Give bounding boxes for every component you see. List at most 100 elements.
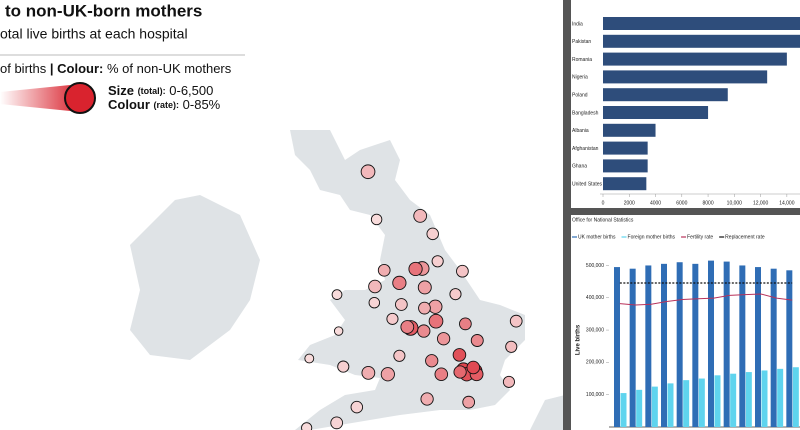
title: to non-UK-born mothers: [5, 1, 202, 20]
bar: [692, 263, 699, 427]
key-colour-text: % of non-UK mothers: [107, 61, 232, 76]
bar: [603, 52, 787, 66]
y-tick-label: Ghana: [572, 164, 587, 170]
hospital-bubble: [395, 298, 408, 311]
y-tick-label: Afghanistan: [572, 146, 599, 152]
source: Office for National Statistics: [572, 217, 634, 223]
bar: [745, 372, 752, 427]
y-axis-label: Live births: [576, 324, 582, 355]
hospital-bubble: [436, 332, 451, 346]
france: [530, 395, 565, 430]
key-separator: |: [50, 61, 54, 76]
hospital-bubble: [361, 366, 376, 380]
y-tick-label: Nigeria: [572, 75, 588, 81]
x-tick-label: 8000: [703, 200, 714, 206]
legend-circle: [64, 82, 96, 114]
bar: [698, 378, 705, 427]
hospital-bubble: [392, 275, 407, 291]
hospital-bubble: [333, 326, 344, 336]
hospital-bubble: [449, 288, 462, 301]
bar: [792, 367, 799, 427]
size-label: Size: [108, 83, 134, 98]
hospital-bubble: [431, 255, 444, 268]
hospital-bubble: [418, 301, 431, 315]
bar: [603, 34, 800, 48]
hospital-bubble: [452, 348, 467, 362]
bar: [708, 260, 714, 427]
hospital-bubble: [417, 280, 432, 295]
line: [619, 293, 793, 306]
bar: [603, 141, 648, 155]
bar: [714, 375, 721, 427]
bar: [603, 106, 709, 119]
subtitle: otal live births at each hospital: [0, 26, 188, 42]
hospital-bubble: [386, 312, 399, 325]
legend-cone: [0, 84, 80, 112]
y-tick-label: 500,000: [586, 263, 604, 269]
bar: [723, 261, 730, 427]
bar: [770, 268, 777, 427]
separator: [571, 208, 800, 215]
key-colour: Colour:: [57, 61, 103, 76]
charts: Office for National Statistics Live birt…: [572, 17, 800, 428]
bar: [603, 88, 728, 102]
hospital-bubble: [420, 392, 434, 406]
hospital-bubble: [368, 279, 382, 294]
hospital-bubble: [453, 365, 467, 379]
hospital-bubble: [370, 213, 383, 226]
bar: [786, 270, 793, 427]
bar: [603, 177, 647, 191]
key-size: of births: [0, 61, 47, 76]
bar: [755, 267, 761, 427]
bar: [651, 386, 658, 427]
hospital-bubble: [400, 320, 415, 334]
hospital-bubble: [417, 324, 431, 338]
bar: [730, 373, 737, 427]
y-tick-label: India: [572, 21, 583, 27]
colour-text: 0-85%: [183, 97, 221, 112]
legend-label: UK mother births: [578, 234, 616, 240]
colour-label: Colour: [108, 97, 150, 112]
colour-unit: (rate):: [154, 100, 180, 110]
ireland: [130, 195, 260, 360]
bar: [777, 368, 784, 427]
hospital-bubble: [413, 208, 428, 223]
bar: [676, 262, 683, 427]
hospital-bubble: [368, 296, 381, 309]
hospital-bubble: [470, 334, 484, 347]
bar: [603, 159, 648, 173]
hospital-bubble: [304, 353, 315, 364]
y-tick-label: Pakistan: [572, 39, 591, 45]
bar: [645, 265, 652, 427]
hospital-bubble: [502, 375, 515, 388]
bar: [603, 70, 768, 84]
hospital-bubble: [377, 263, 391, 277]
y-tick-label: Albania: [572, 128, 589, 134]
y-tick-label: Romania: [572, 57, 592, 63]
x-tick-label: 6000: [676, 200, 687, 206]
legend-label: Replacement rate: [725, 234, 765, 240]
y-tick-label: United States: [572, 182, 603, 188]
hospital-bubble: [509, 314, 523, 328]
hospital-bubble: [434, 367, 449, 382]
bar: [661, 263, 667, 427]
bar: [667, 383, 674, 427]
hospital-bubble: [331, 289, 343, 300]
hospital-bubble: [408, 261, 423, 277]
hospital-bubble: [330, 416, 344, 430]
bar: [603, 123, 656, 137]
legend-label: Fertility rate: [687, 234, 713, 240]
bar: [683, 380, 690, 427]
great-britain: [290, 130, 525, 430]
x-tick-label: 4000: [650, 200, 661, 206]
x-tick-label: 14,000: [779, 200, 795, 206]
size-unit: (total):: [138, 86, 166, 96]
hospital-bubble: [425, 354, 439, 368]
bar: [761, 370, 768, 427]
bar: [739, 265, 746, 427]
hospital-bubble: [466, 360, 481, 375]
bar: [636, 389, 643, 427]
x-tick-label: 2000: [624, 200, 635, 206]
bar: [620, 393, 627, 427]
